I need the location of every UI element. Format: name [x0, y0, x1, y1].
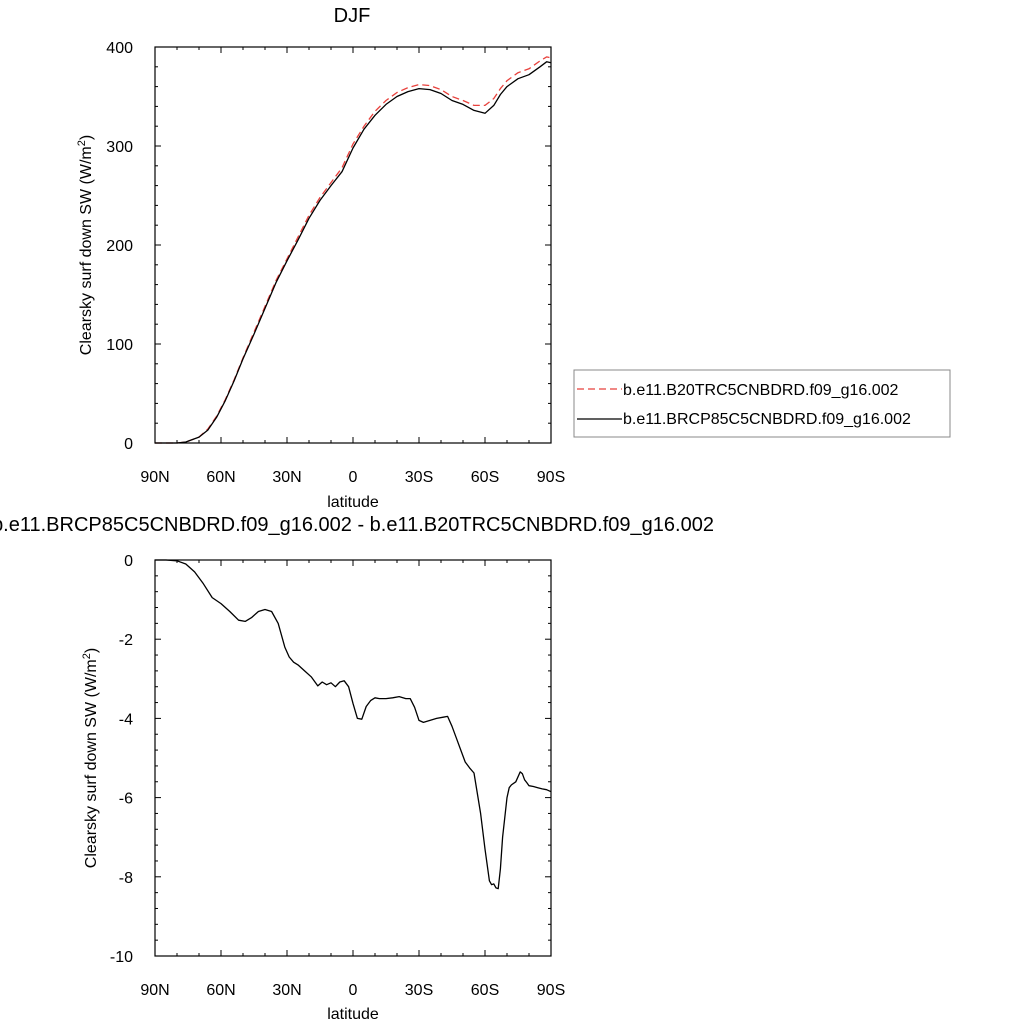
top-y-tick-label: 400: [106, 40, 133, 57]
top-series-line-1: [155, 61, 552, 444]
top-y-tick-label: 300: [106, 139, 133, 156]
top-x-tick-label: 90N: [140, 469, 169, 486]
top-y-axis-label: Clearsky surf down SW (W/m2): [76, 135, 95, 355]
top-x-tick-label: 90S: [537, 469, 565, 486]
bottom-x-tick-label: 90N: [140, 982, 169, 999]
legend: b.e11.B20TRC5CNBDRD.f09_g16.002 b.e11.BR…: [573, 369, 951, 438]
legend-label-historical: b.e11.B20TRC5CNBDRD.f09_g16.002: [623, 382, 899, 399]
top-x-axis-label: latitude: [327, 494, 379, 511]
top-y-tick-label: 200: [106, 238, 133, 255]
bottom-plot: b.e11.BRCP85C5CNBDRD.f09_g16.002 - b.e11…: [0, 514, 714, 1023]
top-y-tick-label: 0: [124, 436, 133, 453]
bottom-y-tick-label: -2: [119, 632, 133, 649]
top-plot-ticks: [154, 46, 552, 444]
bottom-y-tick-label: 0: [124, 553, 133, 570]
bottom-x-axis-label: latitude: [327, 1006, 379, 1023]
top-plot: DJF 90N 60N 30N 0 30S 60S 90S 0 100 200 300 400 lat…: [76, 5, 565, 511]
top-x-tick-label: 60N: [206, 469, 235, 486]
legend-label-rcp85: b.e11.BRCP85C5CNBDRD.f09_g16.002: [623, 411, 911, 428]
bottom-y-axis-label: Clearsky surf down SW (W/m2): [81, 648, 100, 868]
top-plot-tick-labels: 90N 60N 30N 0 30S 60S 90S 0 100 200 300 400: [106, 40, 565, 486]
top-plot-frame: [154, 46, 552, 444]
top-plot-lines: [155, 56, 552, 444]
bottom-x-tick-label: 60N: [206, 982, 235, 999]
top-y-tick-label: 100: [106, 337, 133, 354]
bottom-y-tick-label: -8: [119, 870, 133, 887]
top-x-tick-label: 0: [349, 469, 358, 486]
top-series-line-0: [155, 56, 552, 444]
bottom-x-tick-label: 30S: [405, 982, 433, 999]
legend-box: [573, 369, 951, 438]
bottom-plot-title: b.e11.BRCP85C5CNBDRD.f09_g16.002 - b.e11…: [0, 514, 714, 536]
top-x-tick-label: 60S: [471, 469, 499, 486]
top-x-tick-label: 30S: [405, 469, 433, 486]
bottom-y-tick-label: -10: [110, 949, 133, 966]
bottom-plot-frame: [154, 559, 552, 957]
bottom-y-tick-label: -6: [119, 791, 133, 808]
bottom-y-tick-label: -4: [119, 711, 133, 728]
bottom-x-tick-label: 90S: [537, 982, 565, 999]
bottom-series-line-0: [155, 559, 552, 890]
bottom-plot-lines: [155, 559, 552, 890]
top-plot-title: DJF: [334, 5, 371, 27]
top-x-tick-label: 30N: [272, 469, 301, 486]
bottom-x-tick-label: 60S: [471, 982, 499, 999]
bottom-plot-tick-labels: 90N 60N 30N 0 30S 60S 90S -10 -8 -6 -4 -2 0: [110, 553, 565, 999]
bottom-x-tick-label: 0: [349, 982, 358, 999]
bottom-plot-ticks: [154, 559, 552, 957]
bottom-x-tick-label: 30N: [272, 982, 301, 999]
